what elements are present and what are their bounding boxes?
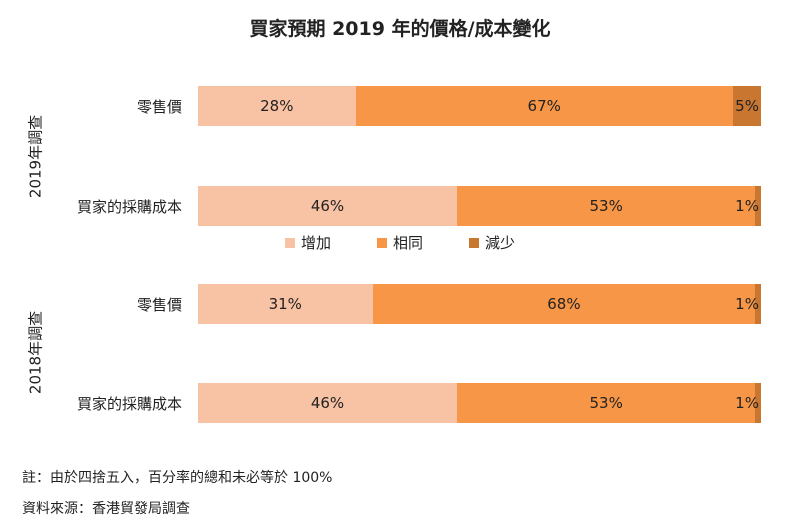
data-label-0-0-2: 5% — [735, 97, 759, 115]
category-label-1-1: 買家的採購成本 — [76, 395, 182, 413]
source-note: 資料來源：香港貿發局調查 — [22, 501, 190, 517]
data-label-1-1-2: 1% — [735, 394, 759, 412]
bar-segment-1-1-2: 1% — [735, 383, 761, 423]
legend-swatch-same — [376, 237, 387, 248]
legend-swatch-decrease — [469, 237, 479, 248]
bar-segment-0-0-1: 67% — [355, 86, 733, 126]
category-label-0-1: 買家的採購成本 — [76, 198, 182, 216]
data-label-0-0-1: 67% — [527, 97, 561, 115]
data-label-1-0-2: 1% — [735, 295, 759, 313]
legend-item-same: 相同 — [376, 232, 423, 253]
bar-segment-1-0-0: 31% — [198, 284, 373, 324]
legend-item-decrease: 減少 — [469, 232, 515, 253]
data-label-1-0-0: 31% — [268, 295, 302, 313]
data-label-0-1-0: 46% — [310, 197, 345, 215]
legend-label-same: 相同 — [392, 234, 423, 252]
category-label-1-0: 零售價 — [136, 296, 182, 314]
legend-item-increase: 增加 — [284, 232, 331, 253]
data-label-1-0-1: 68% — [547, 295, 581, 313]
category-label-0-0: 零售價 — [136, 98, 182, 116]
data-label-0-1-2: 1% — [735, 197, 759, 215]
legend-swatch-increase — [284, 237, 295, 248]
bar-segment-1-0-2: 1% — [735, 284, 761, 324]
bar-segment-0-0-2: 5% — [732, 86, 761, 126]
legend: 增加 相同 減少 — [0, 232, 800, 253]
bar-segment-1-1-1: 53% — [456, 383, 756, 423]
chart-title: 買家預期 2019 年的價格/成本變化 — [249, 18, 551, 40]
bar-row-1-0: 31% 68% 1% — [198, 284, 761, 324]
legend-label-decrease: 減少 — [485, 234, 516, 252]
bar-row-1-1: 46% 53% 1% — [198, 383, 761, 423]
bar-segment-0-0-0: 28% — [198, 86, 356, 126]
bar-row-0-1: 46% 53% 1% — [198, 186, 761, 226]
data-label-1-1-0: 46% — [310, 394, 345, 412]
bar-segment-0-1-0: 46% — [198, 186, 457, 226]
data-label-0-0-0: 28% — [260, 97, 294, 115]
bar-segment-0-1-1: 53% — [456, 186, 756, 226]
data-label-0-1-1: 53% — [589, 197, 623, 215]
data-label-1-1-1: 53% — [589, 394, 623, 412]
legend-label-increase: 增加 — [300, 234, 331, 252]
bar-segment-0-1-2: 1% — [735, 186, 761, 226]
bar-segment-1-0-1: 68% — [372, 284, 756, 324]
bar-row-0-0: 28% 67% 5% — [198, 86, 761, 126]
footnote: 註：由於四捨五入，百分率的總和未必等於 100% — [22, 470, 333, 486]
bar-segment-1-1-0: 46% — [198, 383, 457, 423]
